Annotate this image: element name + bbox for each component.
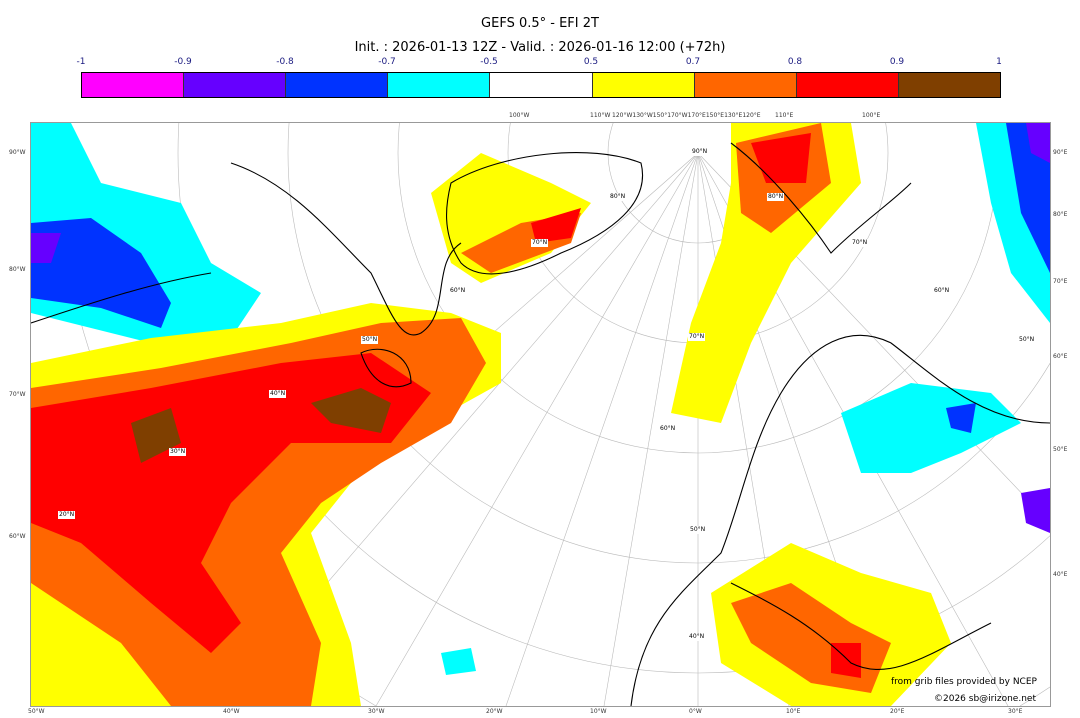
axis-label-top: 100°E [862, 112, 881, 119]
latitude-label: 50°N [689, 526, 707, 534]
efi-map [31, 123, 1050, 706]
colorbar-swatch [592, 73, 695, 97]
latitude-label: 80°N [609, 193, 627, 201]
axis-label-bottom: 0°W [689, 708, 702, 715]
latitude-label: 60°N [659, 425, 677, 433]
latitude-label: 40°N [269, 390, 287, 398]
axis-label-top: 120°W130°W150°170°W170°E150°E130°E120°E [612, 112, 761, 119]
axis-label-bottom: 40°W [223, 708, 240, 715]
latitude-label: 60°N [933, 287, 951, 295]
colorbar-swatch [82, 73, 185, 97]
latitude-label: 60°N [449, 287, 467, 295]
colorbar-swatch [694, 73, 797, 97]
colorbar-label: -0.7 [378, 57, 396, 67]
colorbar-label: -0.5 [480, 57, 498, 67]
axis-label-right: 70°E [1053, 278, 1068, 285]
chart-subtitle: Init. : 2026-01-13 12Z - Valid. : 2026-0… [354, 40, 726, 55]
colorbar-label: 0.7 [685, 57, 701, 67]
axis-label-bottom: 20°W [486, 708, 503, 715]
map-panel: 90°N 80°N 80°N 70°N 70°N 70°N 60°N 60°N 60°N 50°N… [30, 122, 1051, 707]
colorbar-swatch [286, 73, 389, 97]
axis-label-bottom: 10°E [786, 708, 801, 715]
latitude-label: 50°N [361, 336, 379, 344]
axis-label-bottom: 30°W [368, 708, 385, 715]
colorbar-swatch [388, 73, 491, 97]
colorbar-label: 0.5 [583, 57, 599, 67]
colorbar-swatch [796, 73, 899, 97]
anomaly-warm [31, 123, 951, 706]
axis-label-top: 100°W [509, 112, 530, 119]
axis-label-bottom: 50°W [28, 708, 45, 715]
latitude-label: 50°N [1018, 336, 1036, 344]
axis-label-left: 90°W [9, 149, 26, 156]
latitude-label: 30°N [169, 448, 187, 456]
coastlines [31, 142, 1050, 706]
latitude-label: 70°N [851, 239, 869, 247]
colorbar-swatch [490, 73, 593, 97]
latitude-label: 70°N [531, 239, 549, 247]
axis-label-left: 60°W [9, 533, 26, 540]
axis-label-right: 40°E [1053, 571, 1068, 578]
latitude-label: 80°N [767, 193, 785, 201]
axis-label-right: 90°E [1053, 149, 1068, 156]
colorbar [81, 72, 1001, 98]
colorbar-label: -0.8 [276, 57, 294, 67]
latitude-label: 90°N [691, 148, 709, 156]
axis-label-left: 80°W [9, 266, 26, 273]
colorbar-label: -0.9 [174, 57, 192, 67]
anomaly-cold [31, 123, 1050, 675]
axis-label-bottom: 10°W [590, 708, 607, 715]
colorbar-label: 0.8 [787, 57, 803, 67]
colorbar-label: 0.9 [889, 57, 905, 67]
latitude-label: 70°N [688, 333, 706, 341]
chart-title: GEFS 0.5° - EFI 2T [481, 16, 599, 31]
axis-label-left: 70°W [9, 391, 26, 398]
axis-label-right: 50°E [1053, 446, 1068, 453]
colorbar-swatch [898, 73, 1000, 97]
axis-label-top: 110°E [775, 112, 794, 119]
latitude-label: 20°N [58, 511, 76, 519]
colorbar-swatch [184, 73, 287, 97]
data-source-credit: from grib files provided by NCEP [891, 677, 1037, 687]
colorbar-label: -1 [76, 57, 86, 67]
axis-label-right: 80°E [1053, 211, 1068, 218]
axis-label-bottom: 30°E [1008, 708, 1023, 715]
copyright: ©2026 sb@irizone.net [934, 694, 1036, 704]
axis-label-top: 110°W [590, 112, 611, 119]
axis-label-right: 60°E [1053, 353, 1068, 360]
axis-label-bottom: 20°E [890, 708, 905, 715]
latitude-label: 40°N [688, 633, 706, 641]
colorbar-label: 1 [996, 57, 1002, 67]
